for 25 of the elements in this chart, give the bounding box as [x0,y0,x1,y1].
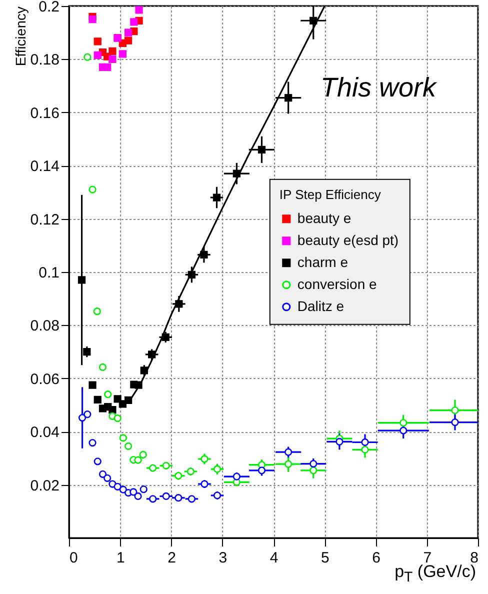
legend-label: charm e [297,254,348,270]
y-tick-label: 0.1 [38,264,60,282]
legend-label: beauty e(esd pt) [297,232,399,248]
y-tick-label: 0.02 [30,477,60,494]
x-tick-label: 5 [320,550,330,566]
legend-label: beauty e [297,210,352,226]
y-tick-label: 0.12 [30,211,60,228]
y-tick-label: 0.18 [30,52,60,69]
legend-label: conversion e [297,276,378,292]
y-tick-label: 0.16 [30,104,60,122]
x-tick-label: 0 [70,550,78,566]
x-tick-label: 6 [372,550,380,566]
x-tick-label: 3 [218,550,228,566]
y-tick-label: 0.2 [38,0,60,16]
legend-label: Dalitz e [297,298,344,314]
legend-title: IP Step Efficiency [279,186,382,202]
y-tick-label: 0.06 [30,370,60,388]
y-axis-title: Efficiency [12,6,28,66]
x-tick-label: 4 [270,550,278,566]
y-tick-label: 0.14 [30,158,60,176]
annotation: This work [320,72,438,102]
x-tick-label: 2 [168,550,176,566]
y-tick-label: 0.04 [30,424,60,442]
x-tick-label: 1 [116,550,125,566]
y-tick-label: 0.08 [30,318,60,335]
